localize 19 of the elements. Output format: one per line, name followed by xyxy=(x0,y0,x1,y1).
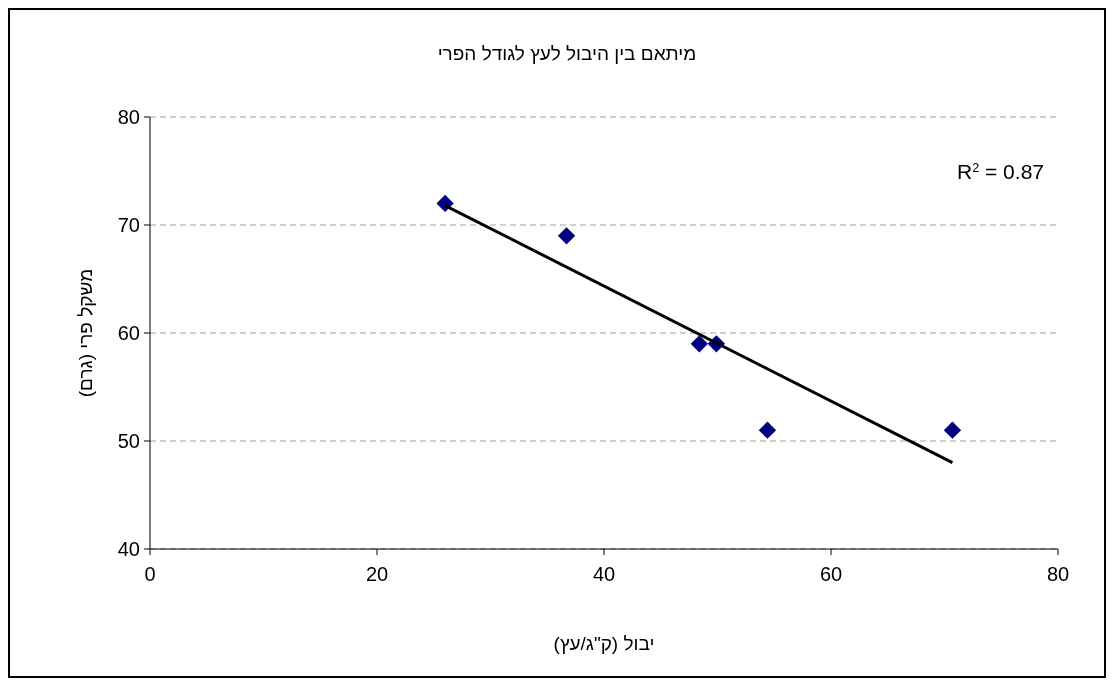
y-axis-title: משקל פרי (גרם) xyxy=(75,268,96,398)
y-tick-label: 70 xyxy=(117,214,140,236)
x-tick-label: 60 xyxy=(819,563,843,585)
annotation: R$^{2}$ = 0.87 xyxy=(957,160,1044,183)
y-tick-label: 40 xyxy=(117,538,140,560)
chart-title: מיתאם בין היבול לעץ לגודל הפרי xyxy=(437,43,697,64)
point xyxy=(436,194,454,213)
x-tick-label: 40 xyxy=(592,563,616,585)
y-tick-label: 60 xyxy=(117,322,140,344)
point xyxy=(557,227,576,245)
x-tick-label: 0 xyxy=(144,563,156,585)
x-tick-label: 80 xyxy=(1046,563,1070,585)
x-axis-title: יבול (ק"ג/עץ) xyxy=(553,633,655,654)
point xyxy=(943,421,962,439)
point xyxy=(690,335,708,353)
x-tick-label: 20 xyxy=(365,563,389,585)
y-tick-label: 50 xyxy=(117,430,140,452)
y-tick-label: 80 xyxy=(117,106,140,128)
point xyxy=(758,421,777,439)
